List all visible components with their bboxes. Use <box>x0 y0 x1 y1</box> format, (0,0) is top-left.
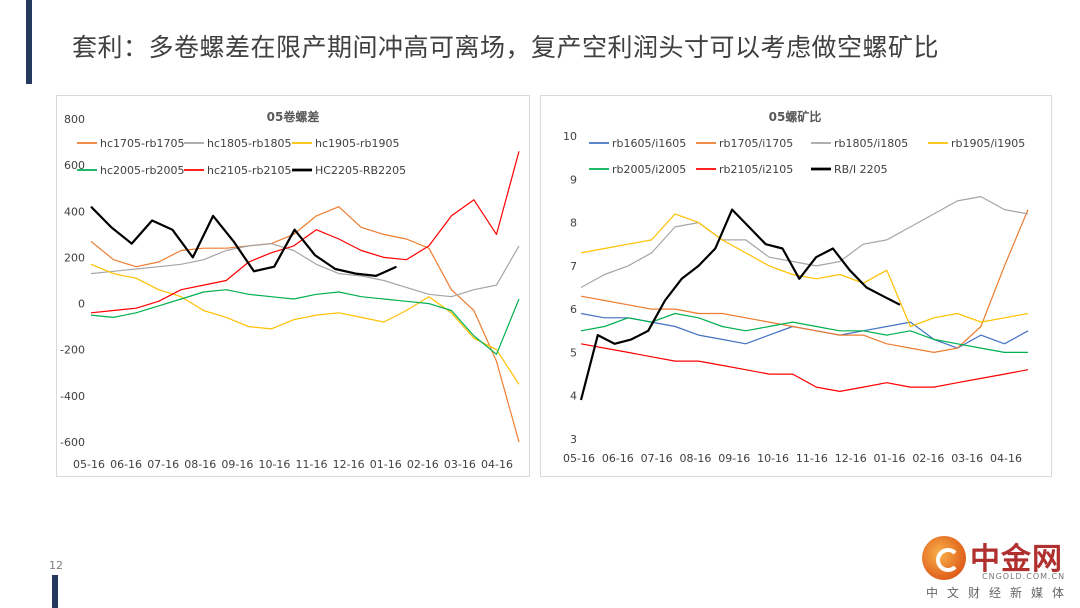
x-tick-label: 04-16 <box>481 458 513 471</box>
chart-title: 05卷螺差 <box>267 109 320 124</box>
page-accent-bar <box>52 575 58 608</box>
x-tick-label: 08-16 <box>184 458 216 471</box>
chart-panel-hc-rb-spread: 05卷螺差 800 600 400 200 0 -200 -400 -600 05-16 06-16… <box>56 95 530 477</box>
x-tick-label: 03-16 <box>444 458 476 471</box>
y-tick-label: 4 <box>570 390 577 403</box>
x-tick-label: 05-16 <box>563 452 595 465</box>
x-tick-label: 02-16 <box>912 452 944 465</box>
chart-title: 05螺矿比 <box>769 109 822 124</box>
y-tick-label: 800 <box>64 113 85 126</box>
x-tick-label: 07-16 <box>641 452 673 465</box>
legend-label: rb1705/i1705 <box>719 137 793 150</box>
x-tick-label: 01-16 <box>874 452 906 465</box>
page-number: 12 <box>49 559 63 572</box>
legend-label: rb2105/i2105 <box>719 163 793 176</box>
y-tick-label: 10 <box>563 130 577 143</box>
slide-title: 套利：多卷螺差在限产期间冲高可离场，复产空利润头寸可以考虑做空螺矿比 <box>72 33 940 62</box>
series-line <box>90 205 397 277</box>
legend-label: hc2105-rb2105 <box>207 164 291 177</box>
legend-label: hc1805-rb1805 <box>207 137 291 150</box>
legend-label: hc1905-rb1905 <box>315 137 399 150</box>
watermark-emblem-icon <box>922 536 966 580</box>
legend-label: hc2005-rb2005 <box>100 164 184 177</box>
x-tick-label: 09-16 <box>221 458 253 471</box>
legend-label: HC2205-RB2205 <box>315 164 406 177</box>
x-tick-label: 11-16 <box>296 458 328 471</box>
x-tick-label: 04-16 <box>990 452 1022 465</box>
series-line <box>580 312 1028 353</box>
x-tick-label: 05-16 <box>73 458 105 471</box>
y-tick-label: 9 <box>570 173 577 186</box>
x-tick-label: 09-16 <box>718 452 750 465</box>
x-tick-label: 06-16 <box>110 458 142 471</box>
x-tick-label: 03-16 <box>951 452 983 465</box>
spread-chart: 05卷螺差 800 600 400 200 0 -200 -400 -600 05-16 06-16… <box>60 109 520 471</box>
y-tick-label: 8 <box>570 217 577 230</box>
y-tick-label: 400 <box>64 205 85 218</box>
x-tick-label: 06-16 <box>602 452 634 465</box>
x-tick-label: 12-16 <box>835 452 867 465</box>
x-tick-label: 01-16 <box>370 458 402 471</box>
legend-label: rb1805/i1805 <box>834 137 908 150</box>
series-line <box>580 213 1029 328</box>
series-line <box>90 243 520 298</box>
legend-label: rb2005/i2005 <box>612 163 686 176</box>
watermark-logo: 中金网 CNGOLD.COM.CN 中文财经新媒体 <box>920 528 1070 604</box>
series-line <box>580 343 1029 392</box>
watermark-name: 中金网 <box>970 542 1063 577</box>
legend-label: rb1605/i1605 <box>612 137 686 150</box>
y-tick-label: 7 <box>570 260 577 273</box>
x-tick-label: 12-16 <box>333 458 365 471</box>
legend-label: rb1905/i1905 <box>951 137 1025 150</box>
legend-label: RB/I 2205 <box>834 163 888 176</box>
x-tick-label: 11-16 <box>796 452 828 465</box>
series-line <box>90 289 520 355</box>
y-tick-label: 5 <box>570 346 577 359</box>
ratio-chart: 05螺矿比 10 9 8 7 6 5 4 3 05-16 06-16 07-16 08-16 09-16 1… <box>563 109 1029 465</box>
legend-label: hc1705-rb1705 <box>100 137 184 150</box>
series-line <box>90 263 520 385</box>
y-tick-label: 600 <box>64 159 85 172</box>
series-line <box>90 151 520 314</box>
x-tick-label: 07-16 <box>147 458 179 471</box>
y-tick-label: 0 <box>78 298 85 311</box>
y-tick-label: 3 <box>570 433 577 446</box>
y-tick-label: -200 <box>60 344 85 357</box>
series-line <box>579 208 901 401</box>
y-tick-label: 200 <box>64 251 85 264</box>
x-tick-label: 10-16 <box>258 458 290 471</box>
watermark-tagline: 中文财经新媒体 <box>926 586 1074 600</box>
chart-panel-rb-i-ratio: 05螺矿比 10 9 8 7 6 5 4 3 05-16 06-16 07-16 08-16 09-16 1… <box>540 95 1052 477</box>
x-tick-label: 08-16 <box>679 452 711 465</box>
y-tick-label: 6 <box>570 303 577 316</box>
x-tick-label: 10-16 <box>757 452 789 465</box>
x-tick-label: 02-16 <box>407 458 439 471</box>
series-line <box>90 206 520 443</box>
series-line <box>580 209 1029 353</box>
watermark-domain: CNGOLD.COM.CN <box>982 572 1066 581</box>
y-tick-label: -400 <box>60 390 85 403</box>
series-line <box>580 195 1029 289</box>
y-tick-label: -600 <box>60 436 85 449</box>
title-accent-bar <box>26 0 32 84</box>
